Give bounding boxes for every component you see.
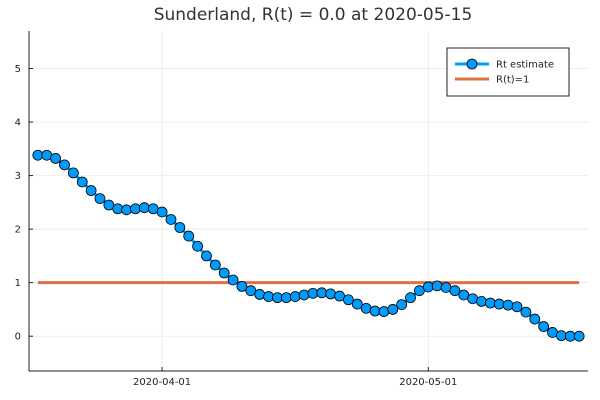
rt-estimate-point xyxy=(236,281,248,292)
rt-estimate-point xyxy=(467,293,479,305)
rt-estimate-point xyxy=(59,159,70,171)
y-tick-label: 0 xyxy=(15,332,21,343)
x-tick-label: 2020-04-01 xyxy=(133,377,191,388)
rt-estimate-point xyxy=(476,295,487,307)
rt-estimate-point xyxy=(520,306,532,318)
rt-estimate-point xyxy=(298,289,310,301)
rt-estimate-point xyxy=(280,292,292,304)
y-tick-label: 3 xyxy=(15,171,21,182)
rt-estimate-point xyxy=(538,321,550,332)
rt-estimate-point xyxy=(396,299,408,311)
axes xyxy=(28,31,588,372)
rt-estimate-point xyxy=(289,291,301,302)
y-tick-label: 1 xyxy=(15,278,21,289)
rt-estimate-point xyxy=(227,274,239,286)
rt-estimate-point xyxy=(431,280,443,292)
rt-estimate-point xyxy=(165,214,177,225)
legend-label: Rt estimate xyxy=(496,60,554,71)
rt-estimate-point xyxy=(192,240,203,252)
rt-estimate-point xyxy=(360,302,372,314)
rt-estimate-point xyxy=(201,250,212,262)
rt-estimate-point xyxy=(325,288,337,300)
rt-estimate-point xyxy=(76,176,88,188)
rt-estimate-point xyxy=(94,193,106,204)
rt-estimate-point xyxy=(422,281,434,293)
rt-estimate-point xyxy=(67,167,79,179)
rt-estimate-point xyxy=(405,292,416,304)
tick-labels: 0 1 2 3 4 5 2020-04-01 2020-05-01 xyxy=(15,64,458,388)
legend-marker xyxy=(466,58,478,70)
series-layer xyxy=(32,149,585,342)
rt-estimate-point xyxy=(254,289,266,300)
rt-estimate-point xyxy=(174,222,186,233)
rt-estimate-point xyxy=(183,230,195,242)
rt-estimate-point xyxy=(387,304,399,315)
rt-estimate-point xyxy=(218,267,230,279)
rt-estimate-point xyxy=(484,297,496,309)
rt-estimate-point xyxy=(502,299,514,311)
rt-estimate-point xyxy=(209,259,221,271)
rt-estimate-point xyxy=(156,206,168,218)
rt-estimate-point xyxy=(573,330,585,342)
rt-estimate-point xyxy=(85,185,97,196)
rt-estimate-point xyxy=(493,298,505,310)
chart-title: Sunderland, R(t) = 0.0 at 2020-05-15 xyxy=(154,5,473,25)
x-tick-label: 2020-05-01 xyxy=(399,377,457,388)
y-tick-label: 5 xyxy=(15,64,21,75)
rt-estimate-point xyxy=(138,202,150,214)
legend-box xyxy=(446,47,570,97)
rt-estimate-point xyxy=(316,287,328,299)
rt-estimate-point xyxy=(263,291,274,302)
rt-estimate-point xyxy=(50,153,62,164)
rt-estimate-point xyxy=(112,203,124,215)
legend: Rt estimate R(t)=1 xyxy=(446,47,570,97)
y-tick-label: 4 xyxy=(15,118,21,129)
rt-estimate-point xyxy=(130,203,141,215)
legend-label: R(t)=1 xyxy=(496,75,529,86)
rt-estimate-point xyxy=(351,298,363,310)
rt-estimate-point xyxy=(449,285,461,297)
rt-estimate-point xyxy=(378,306,390,317)
rt-estimate-point xyxy=(343,294,354,306)
rt-estimate-point xyxy=(529,313,541,325)
y-tick-label: 2 xyxy=(15,225,21,236)
rt-estimate-point xyxy=(511,301,523,313)
rt-estimate-point xyxy=(121,204,133,216)
